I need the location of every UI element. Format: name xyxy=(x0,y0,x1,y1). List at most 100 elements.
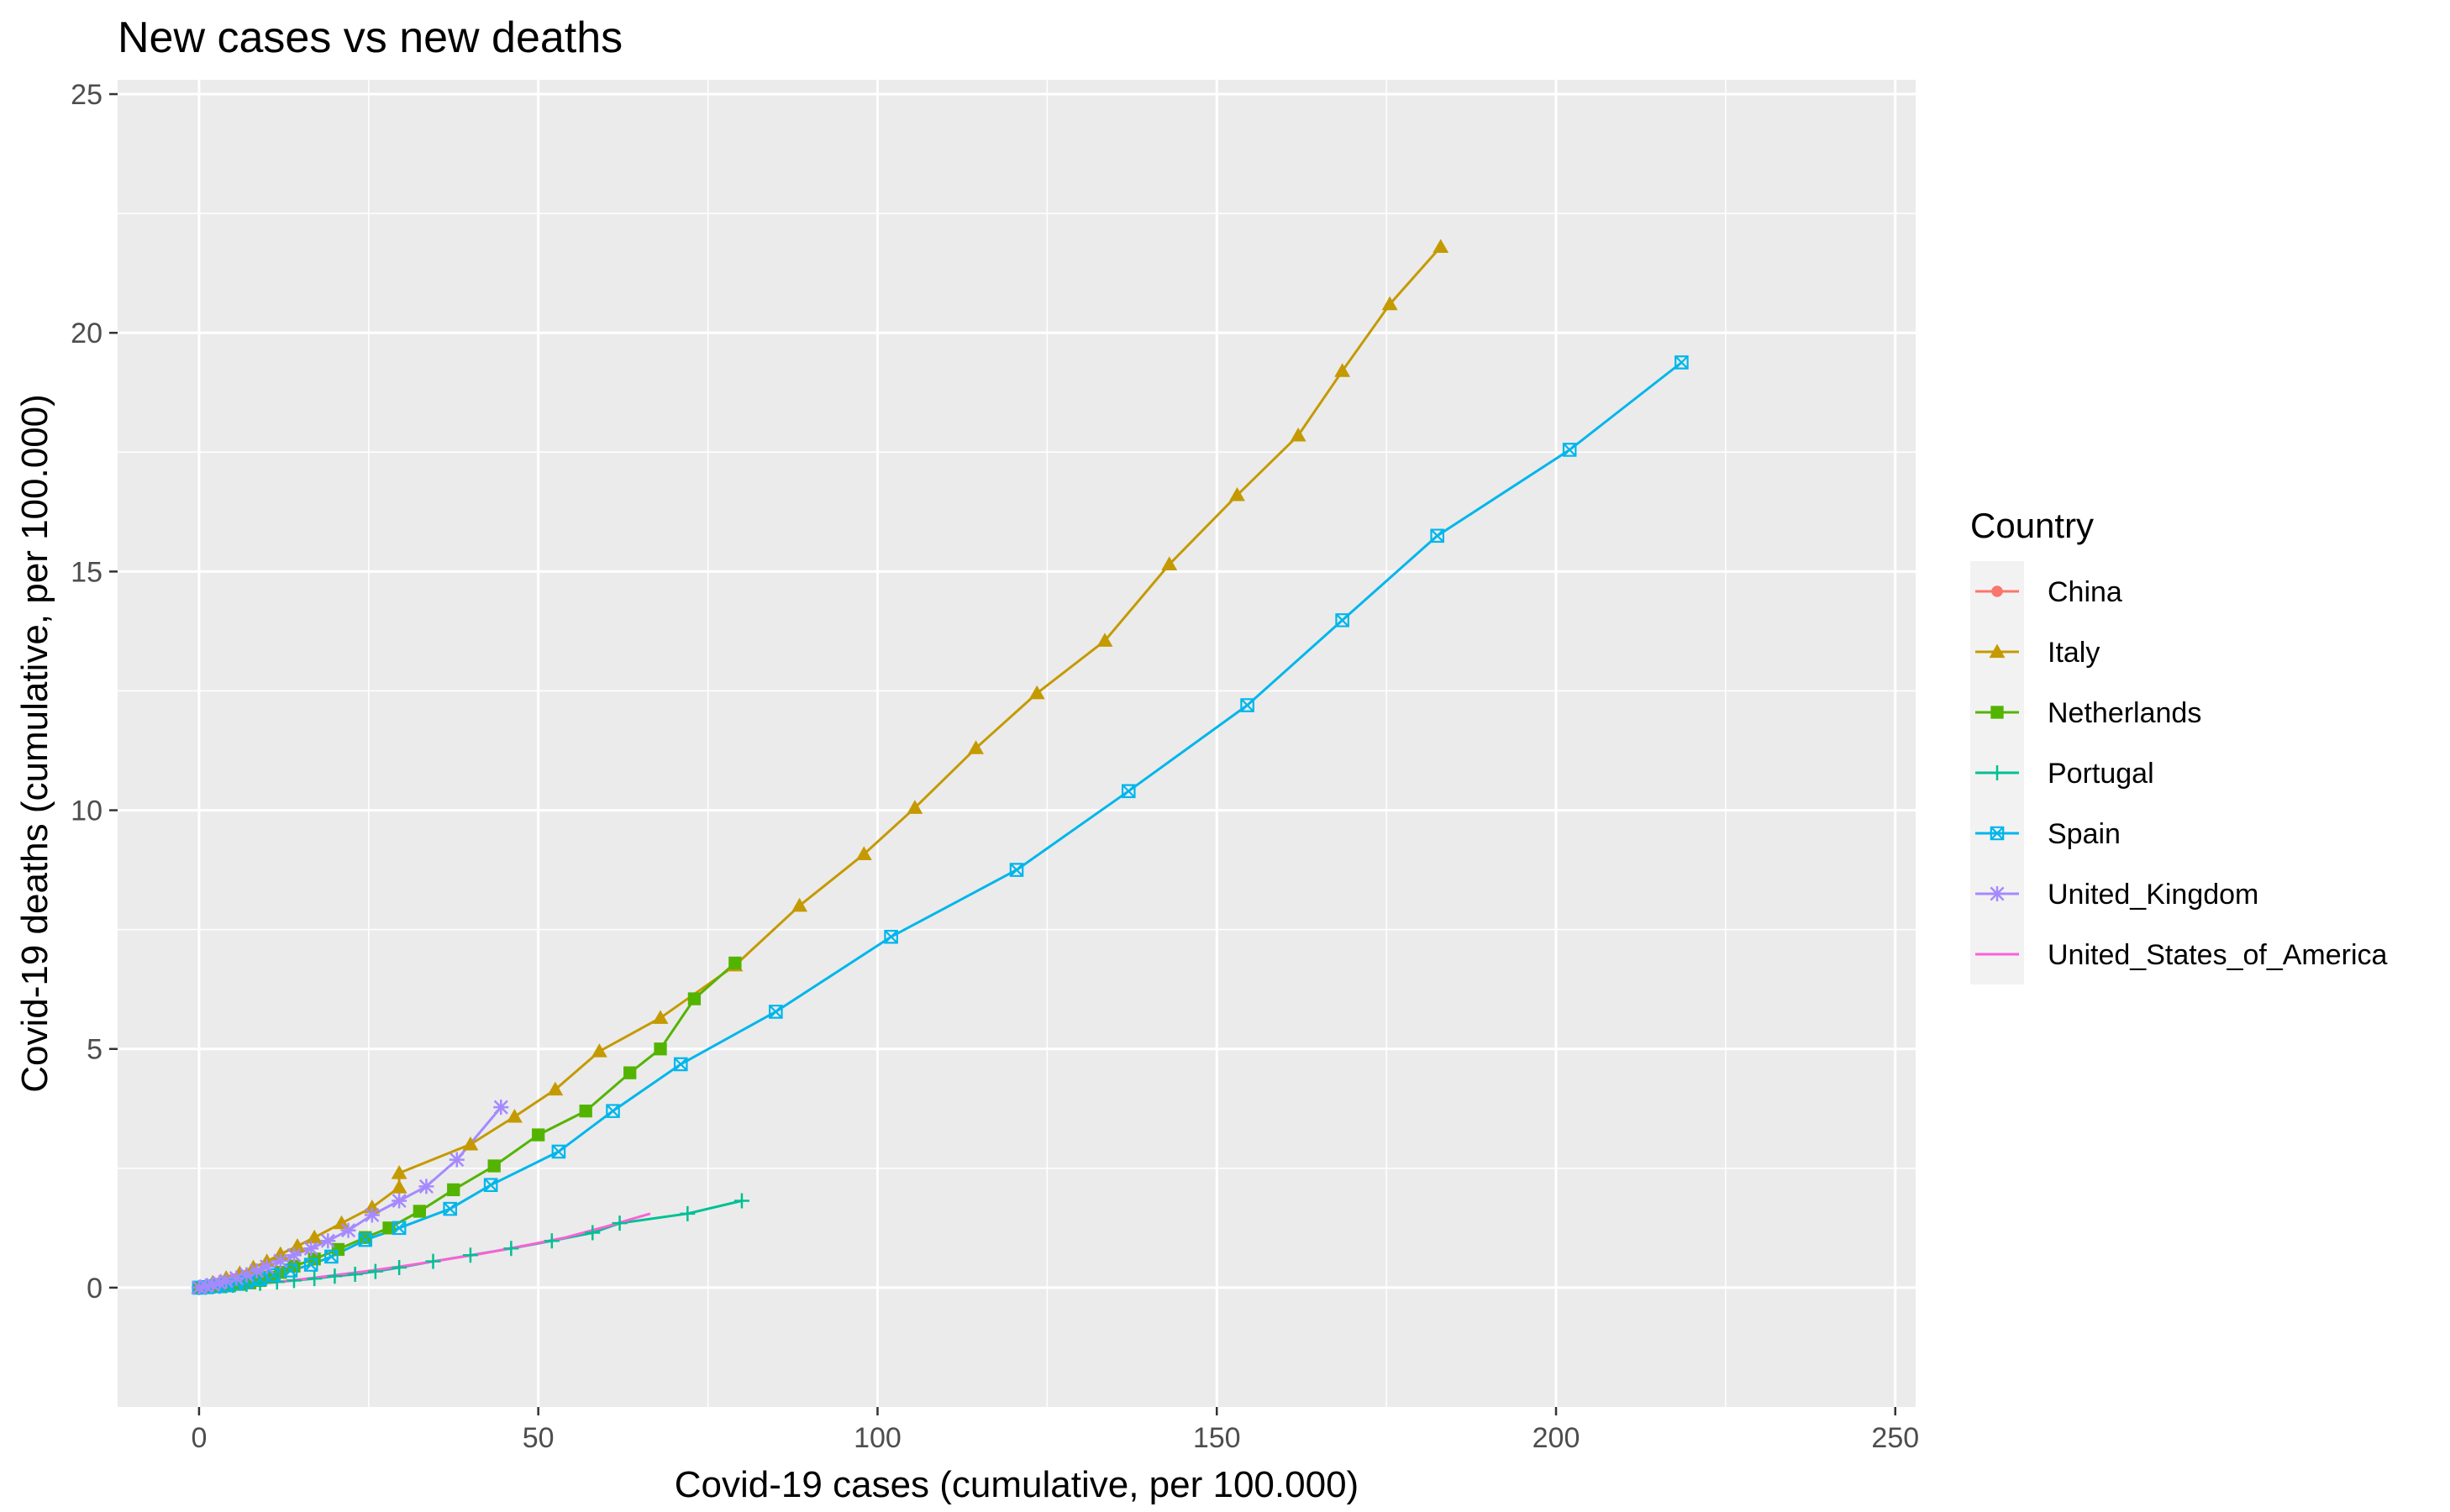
legend: Country China Italy Netherlands Portugal Spa… xyxy=(1970,506,2388,984)
x-axis-title: Covid-19 cases (cumulative, per 100.000) xyxy=(675,1464,1359,1505)
data-point-portugal xyxy=(503,1241,519,1257)
y-tick-label: 10 xyxy=(71,795,103,827)
data-point-italy xyxy=(791,897,808,912)
legend-label: Netherlands xyxy=(2048,697,2201,729)
data-point-spain xyxy=(1009,863,1024,877)
data-point-spain xyxy=(884,929,898,944)
data-point-united-kingdom xyxy=(286,1247,302,1263)
data-point-italy xyxy=(1433,239,1449,254)
data-point-spain xyxy=(606,1104,620,1118)
data-point-italy xyxy=(855,846,872,860)
data-point-portugal xyxy=(327,1268,343,1284)
data-point-spain xyxy=(1240,698,1254,712)
data-point-italy xyxy=(1161,556,1178,570)
data-point-united-kingdom xyxy=(212,1275,228,1291)
data-point-portugal xyxy=(347,1267,363,1282)
x-axis: 0 50 100 150 200 250 xyxy=(191,1407,1919,1454)
grid-minor xyxy=(118,80,1916,1407)
data-point-united-kingdom xyxy=(249,1263,265,1279)
data-point-spain xyxy=(1121,784,1136,799)
legend-item-china: China xyxy=(1970,561,2122,622)
data-point-united-kingdom xyxy=(418,1179,434,1194)
data-point-netherlands xyxy=(623,1066,637,1079)
data-point-italy xyxy=(968,740,984,754)
legend-item-united-kingdom: United_Kingdom xyxy=(1970,864,2258,924)
data-point-italy xyxy=(1381,296,1398,311)
data-point-italy xyxy=(391,1179,407,1194)
data-point-spain xyxy=(443,1201,457,1216)
data-point-united-kingdom xyxy=(364,1207,380,1223)
data-point-italy xyxy=(391,1165,407,1179)
data-point-spain xyxy=(392,1221,407,1236)
data-point-spain xyxy=(1335,613,1349,627)
data-point-italy xyxy=(907,800,923,814)
legend-label: Italy xyxy=(2048,637,2100,669)
data-point-spain xyxy=(1562,443,1577,457)
data-point-spain xyxy=(673,1057,688,1072)
data-point-spain xyxy=(769,1005,783,1019)
data-point-netherlands xyxy=(579,1104,592,1118)
legend-label: China xyxy=(2048,576,2122,608)
y-tick-label: 20 xyxy=(71,318,103,349)
grid-major xyxy=(118,80,1916,1407)
data-point-spain xyxy=(483,1178,498,1193)
data-point-italy xyxy=(547,1081,564,1096)
data-point-italy xyxy=(591,1043,607,1058)
data-point-portugal xyxy=(544,1233,560,1249)
data-point-united-kingdom xyxy=(272,1253,288,1269)
data-point-united-kingdom xyxy=(205,1277,221,1293)
data-point-portugal xyxy=(286,1273,302,1289)
plot-panel xyxy=(118,80,1916,1407)
data-point-united-kingdom xyxy=(320,1233,336,1249)
legend-item-united-states-of-america: United_States_of_America xyxy=(1970,924,2388,984)
data-point-netherlands xyxy=(447,1183,460,1197)
data-point-united-kingdom xyxy=(239,1267,255,1283)
y-axis: 0 5 10 15 20 25 xyxy=(71,79,118,1305)
data-point-united-kingdom xyxy=(449,1152,465,1168)
data-point-portugal xyxy=(425,1253,441,1269)
data-point-portugal xyxy=(680,1205,696,1221)
legend-key-marker xyxy=(1991,585,2003,597)
data-point-netherlands xyxy=(532,1128,545,1142)
x-tick-label: 200 xyxy=(1533,1422,1580,1454)
data-point-netherlands xyxy=(728,956,742,970)
data-point-netherlands xyxy=(687,992,702,1005)
series-markers xyxy=(191,239,1689,1295)
legend-item-portugal: Portugal xyxy=(1970,743,2154,803)
data-point-portugal xyxy=(392,1260,407,1276)
data-point-italy xyxy=(334,1215,350,1230)
y-tick-label: 15 xyxy=(71,556,103,588)
legend-key-marker xyxy=(1990,886,2005,901)
legend-key-marker xyxy=(1990,765,2005,780)
data-point-united-kingdom xyxy=(229,1270,244,1286)
x-tick-label: 0 xyxy=(191,1422,207,1454)
data-point-united-kingdom xyxy=(218,1273,234,1289)
x-tick-label: 100 xyxy=(854,1422,902,1454)
data-point-portugal xyxy=(612,1215,628,1231)
data-point-spain xyxy=(303,1257,318,1272)
data-point-united-kingdom xyxy=(259,1258,275,1274)
data-point-united-kingdom xyxy=(191,1279,207,1295)
data-point-netherlands xyxy=(654,1042,667,1056)
legend-item-netherlands: Netherlands xyxy=(1970,682,2201,743)
data-point-netherlands xyxy=(487,1159,501,1173)
data-point-portugal xyxy=(367,1263,383,1279)
data-point-portugal xyxy=(733,1193,749,1209)
x-tick-label: 50 xyxy=(523,1422,555,1454)
legend-label: United_States_of_America xyxy=(2048,939,2388,971)
data-point-italy xyxy=(506,1108,523,1123)
data-point-italy xyxy=(462,1136,479,1151)
legend-item-italy: Italy xyxy=(1970,622,2100,682)
data-point-italy xyxy=(1028,685,1045,700)
legend-label: Spain xyxy=(2048,818,2121,850)
legend-key-marker xyxy=(1989,643,2006,659)
data-point-united-kingdom xyxy=(392,1193,407,1209)
data-point-spain xyxy=(358,1232,373,1247)
data-point-united-kingdom xyxy=(340,1222,356,1238)
series-markers-united-kingdom xyxy=(191,1100,509,1295)
data-point-italy xyxy=(1290,427,1306,442)
data-point-italy xyxy=(306,1229,323,1244)
data-point-portugal xyxy=(462,1247,478,1263)
data-point-portugal xyxy=(585,1225,601,1241)
